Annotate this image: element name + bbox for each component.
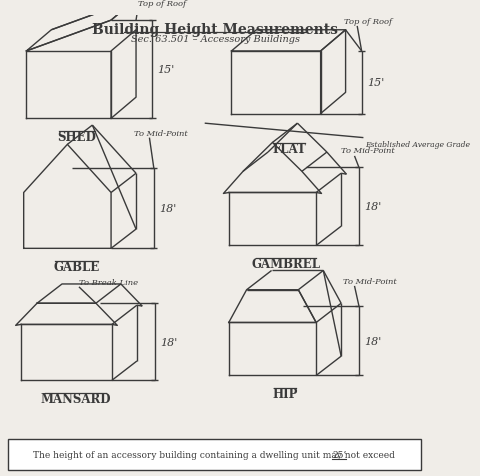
Text: HIP: HIP	[272, 387, 298, 400]
Text: 18': 18'	[160, 337, 178, 347]
Text: To Mid-Point: To Mid-Point	[343, 278, 396, 285]
Text: 15': 15'	[157, 65, 175, 75]
Text: FLAT: FLAT	[273, 143, 306, 156]
FancyBboxPatch shape	[8, 439, 421, 470]
Text: To Mid-Point: To Mid-Point	[341, 147, 395, 155]
Text: 25’: 25’	[332, 450, 347, 459]
Text: Sec. 63.501 – Accessory Buildings: Sec. 63.501 – Accessory Buildings	[131, 35, 300, 43]
Text: 18': 18'	[364, 202, 382, 212]
Text: To Break Line: To Break Line	[79, 278, 138, 286]
Text: 18': 18'	[159, 204, 177, 214]
Text: 18': 18'	[364, 336, 382, 346]
Text: Established Average Grade: Established Average Grade	[365, 141, 470, 149]
Text: GAMBREL: GAMBREL	[252, 258, 320, 270]
Text: 15': 15'	[367, 78, 384, 88]
Text: Top of Roof: Top of Roof	[138, 0, 186, 8]
Text: Building Height Measurements: Building Height Measurements	[92, 23, 338, 37]
Text: SHED: SHED	[58, 130, 96, 144]
Text: The height of an accessory building containing a dwelling unit may not exceed: The height of an accessory building cont…	[33, 450, 398, 459]
Text: GABLE: GABLE	[53, 260, 99, 273]
Text: MANSARD: MANSARD	[40, 392, 111, 405]
Text: To Mid-Point: To Mid-Point	[134, 129, 188, 138]
Text: Top of Roof: Top of Roof	[344, 18, 392, 26]
